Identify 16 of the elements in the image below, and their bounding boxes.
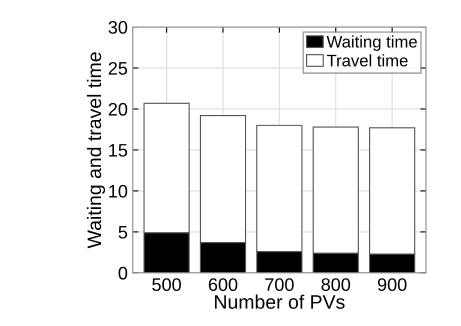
x-tick-label: 900: [378, 278, 406, 291]
y-tick-label: 25: [108, 62, 128, 75]
x-tick-label: 500: [152, 278, 181, 291]
y-tick-label: 30: [108, 20, 128, 34]
y-tick-label: 0: [118, 266, 128, 280]
x-tick-label: 700: [265, 278, 294, 291]
y-tick-label: 10: [109, 184, 128, 198]
y-tick-label: 5: [118, 226, 128, 239]
y-tick-label: 15: [109, 144, 128, 157]
x-axis-title: Number of PVs: [215, 294, 345, 309]
x-tick-label: 600: [208, 278, 238, 291]
legend-label: Waiting time: [326, 35, 417, 51]
x-tick-label: 800: [321, 278, 350, 291]
legend-label: Travel time: [326, 54, 408, 67]
y-axis-title: Waiting and travel time: [86, 52, 106, 248]
y-tick-label: 20: [108, 102, 128, 116]
